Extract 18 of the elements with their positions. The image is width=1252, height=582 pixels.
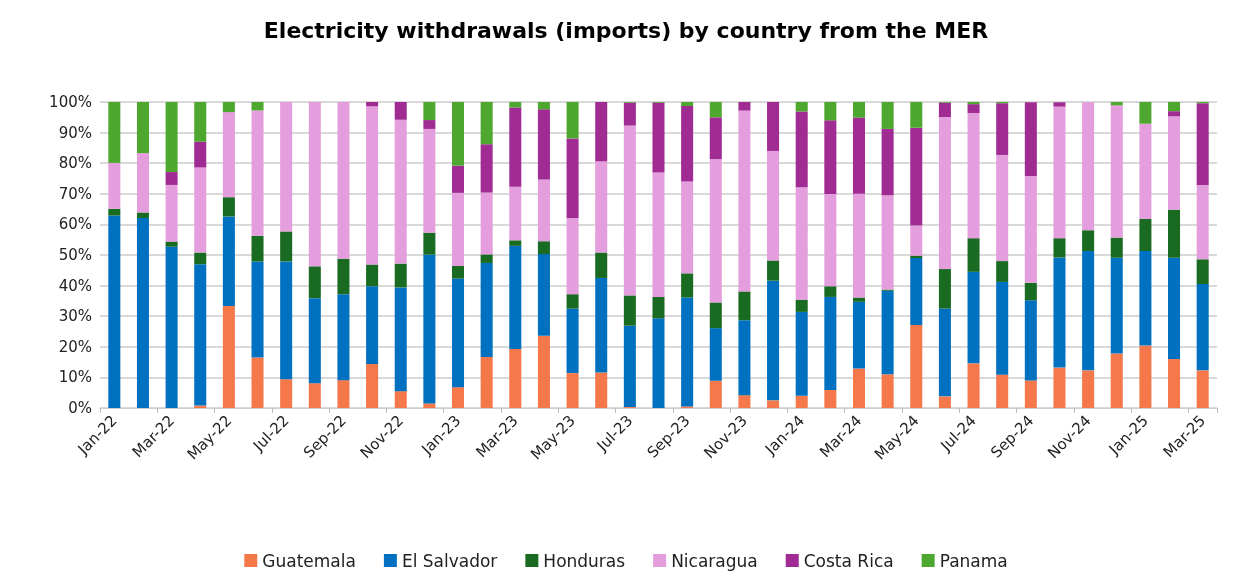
y-tick-label: 30% xyxy=(58,307,92,326)
legend-label: Honduras xyxy=(543,550,626,571)
legend-label: Nicaragua xyxy=(671,550,758,571)
chart-title: Electricity withdrawals (imports) by country from the MER xyxy=(263,17,989,43)
y-tick-label: 80% xyxy=(58,154,92,173)
y-tick-label: 90% xyxy=(58,123,92,142)
y-tick-label: 60% xyxy=(58,215,92,234)
y-tick-label: 50% xyxy=(58,246,92,264)
legend-label: Costa Rica xyxy=(803,550,894,571)
y-tick-label: 100% xyxy=(49,93,92,111)
y-tick-label: 0% xyxy=(68,399,92,417)
y-tick-label: 10% xyxy=(58,368,92,387)
y-tick-label: 40% xyxy=(58,276,92,295)
y-tick-label: 20% xyxy=(58,337,92,356)
legend-label: Guatemala xyxy=(262,550,356,571)
legend-label: El Salvador xyxy=(401,550,498,571)
legend-label: Panama xyxy=(939,550,1008,571)
y-tick-label: 70% xyxy=(58,184,92,203)
